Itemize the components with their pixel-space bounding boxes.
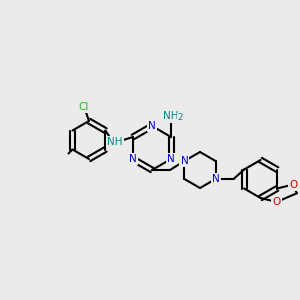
Text: ₂: ₂ <box>179 112 183 122</box>
Text: NH: NH <box>107 137 123 147</box>
Text: Cl: Cl <box>79 102 89 112</box>
Text: NH: NH <box>163 111 179 121</box>
Text: O: O <box>272 197 281 207</box>
Text: 2: 2 <box>177 113 183 122</box>
Text: N: N <box>129 154 137 164</box>
Text: O: O <box>289 179 297 190</box>
Text: N: N <box>212 174 220 184</box>
Text: N: N <box>167 154 175 164</box>
Text: N: N <box>148 121 156 131</box>
Text: NH: NH <box>163 112 179 122</box>
Text: N: N <box>181 156 188 166</box>
